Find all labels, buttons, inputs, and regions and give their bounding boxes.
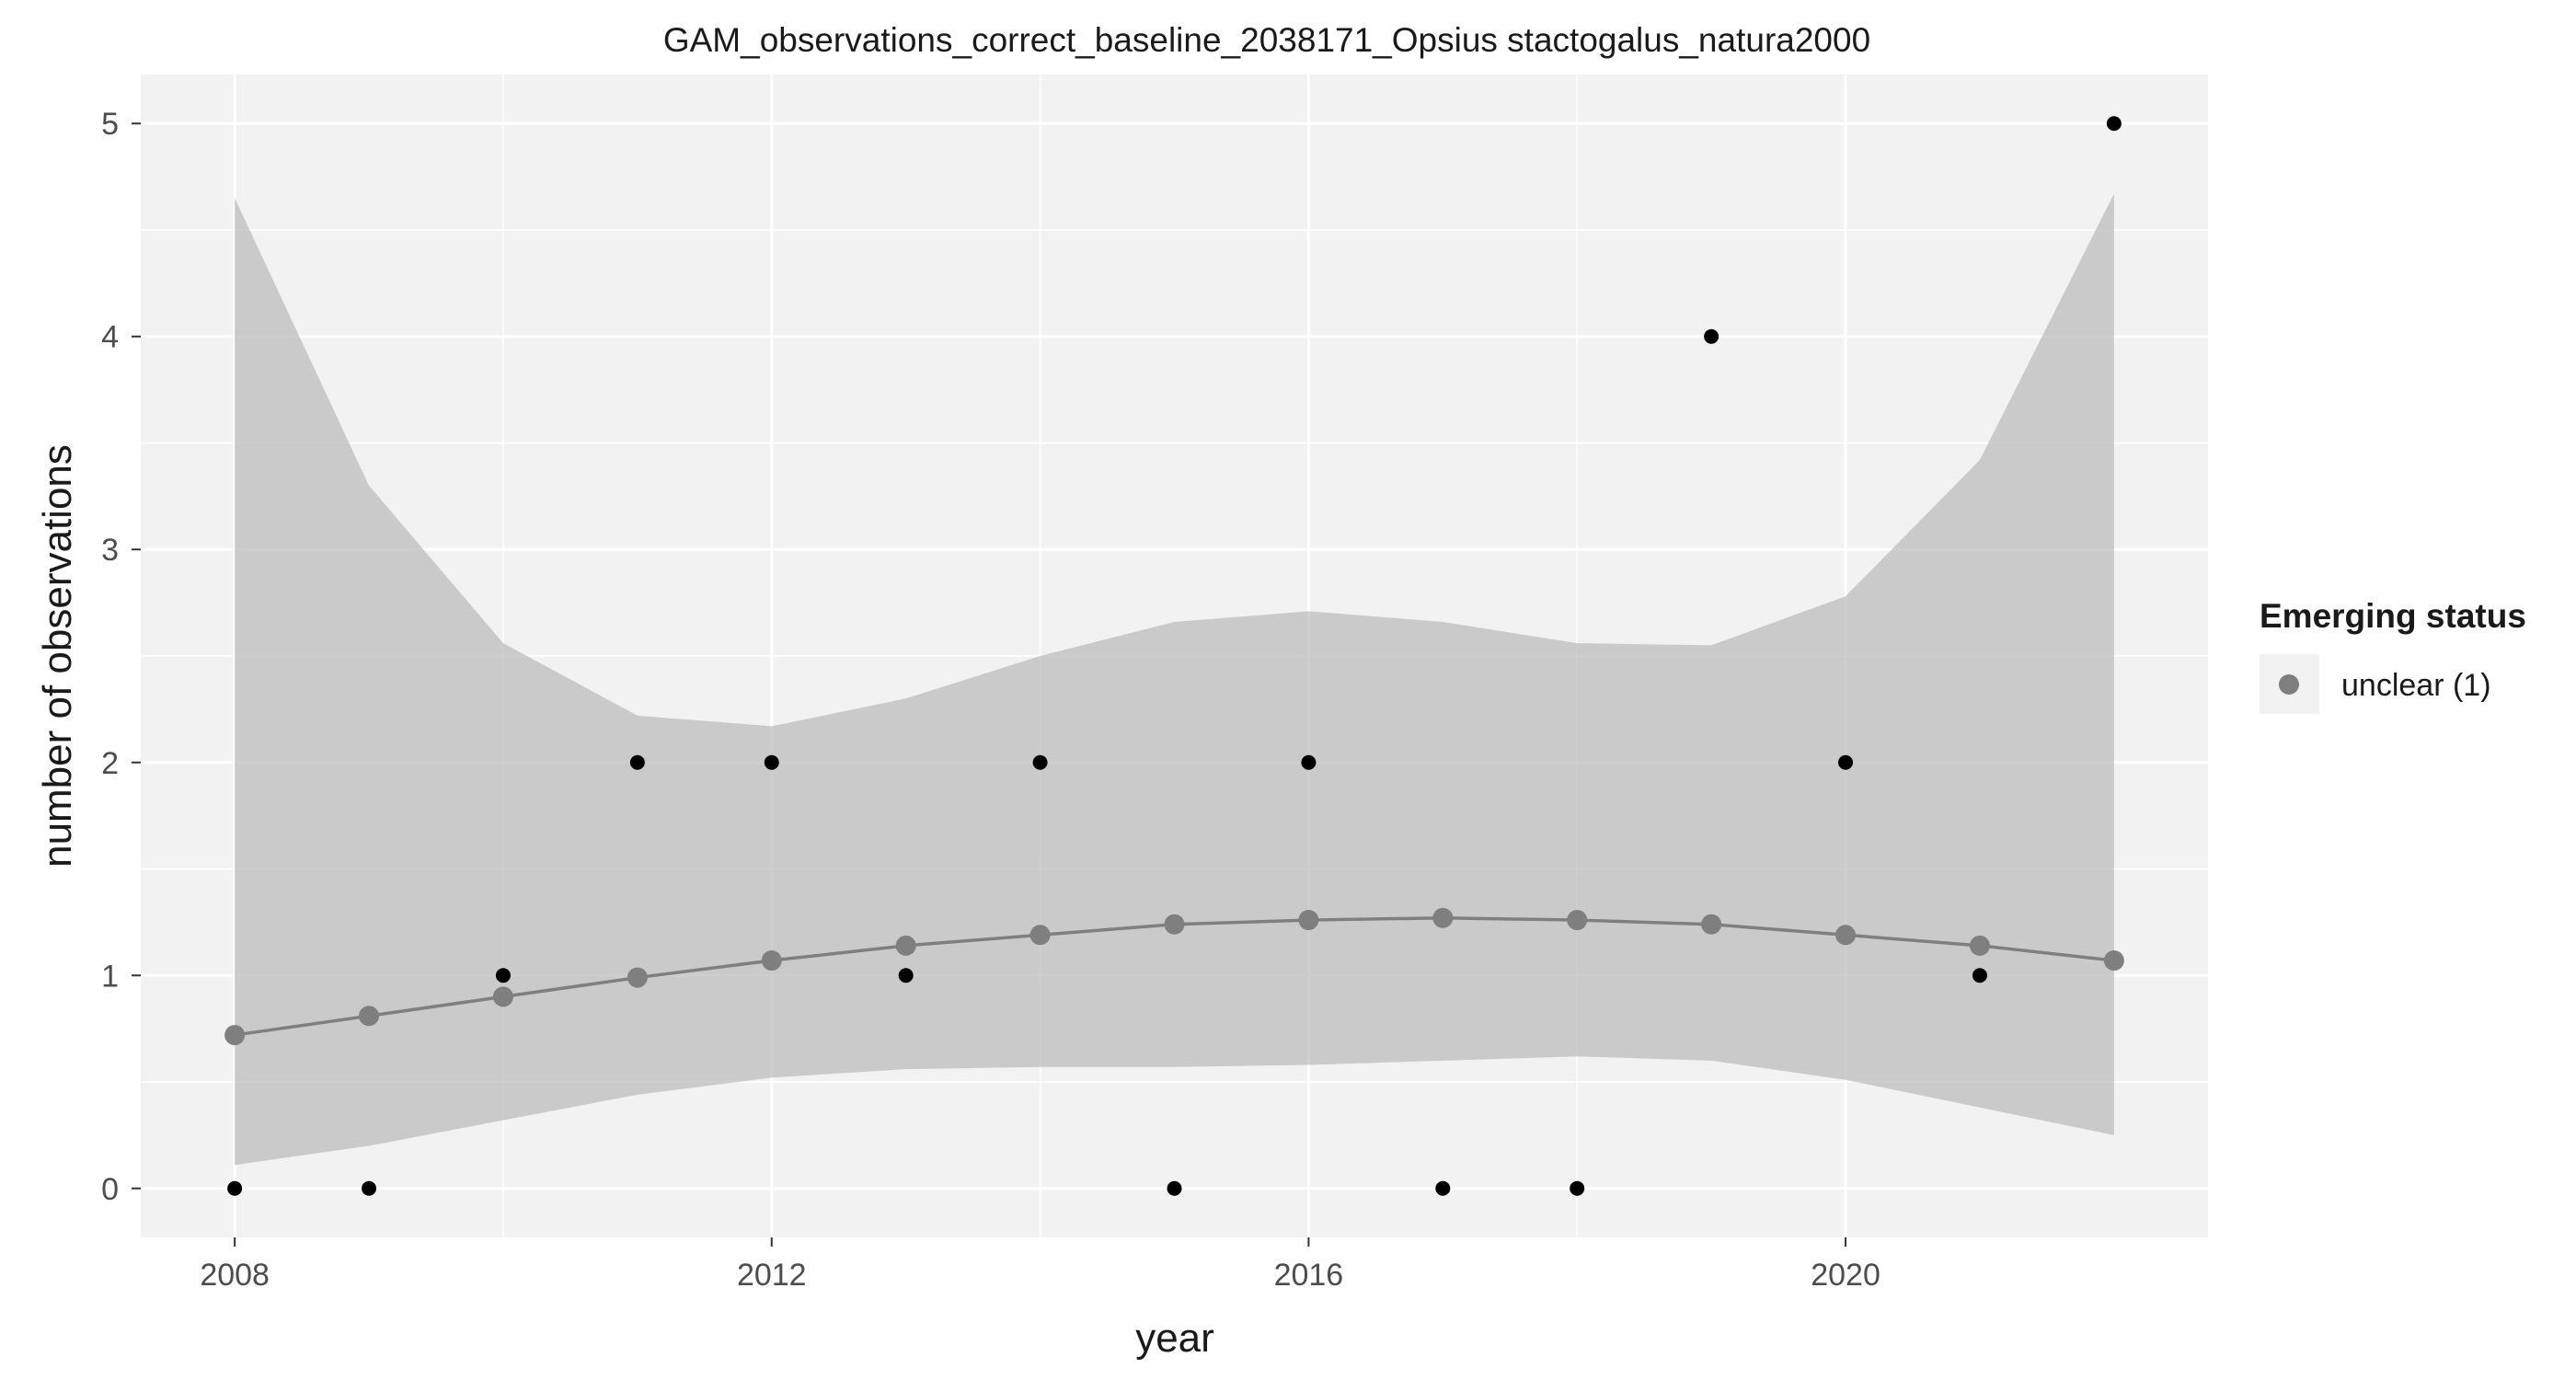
fitted-point — [627, 967, 648, 988]
y-tick-label: 2 — [101, 746, 119, 781]
y-axis-title: number of observations — [35, 444, 80, 868]
observed-point — [1301, 754, 1317, 770]
legend: Emerging status unclear (1) — [2260, 597, 2526, 714]
x-axis-title: year — [1135, 1316, 1214, 1361]
x-tick-label: 2020 — [1811, 1258, 1880, 1293]
observed-point — [1972, 968, 1987, 983]
observed-point — [1838, 754, 1854, 770]
y-tick-label: 3 — [101, 533, 119, 568]
legend-title: Emerging status — [2260, 597, 2526, 635]
fitted-point — [895, 935, 916, 956]
x-tick-label: 2008 — [200, 1258, 270, 1293]
observed-point — [2106, 116, 2122, 132]
fitted-point — [1969, 935, 1990, 956]
observed-point — [227, 1180, 243, 1196]
x-tick-label: 2016 — [1274, 1258, 1344, 1293]
observed-point — [1570, 1180, 1585, 1196]
observed-point — [1704, 328, 1719, 344]
observed-point — [1167, 1180, 1182, 1196]
fitted-point — [1164, 914, 1185, 935]
observed-point — [362, 1180, 377, 1196]
y-tick-label: 5 — [101, 107, 119, 142]
fitted-point — [2103, 950, 2124, 972]
legend-label-unclear: unclear (1) — [2341, 668, 2491, 703]
observed-point — [1032, 754, 1048, 770]
fitted-point — [224, 1025, 246, 1046]
fitted-point — [1029, 925, 1051, 946]
fitted-line-layer — [224, 907, 2124, 1046]
observed-point — [495, 968, 511, 983]
fitted-point — [1567, 910, 1588, 931]
observed-point — [629, 754, 645, 770]
y-tick-label: 1 — [101, 959, 119, 994]
legend-key-unclear — [2279, 674, 2299, 695]
y-tick-label: 0 — [101, 1172, 119, 1207]
fitted-point — [761, 950, 782, 972]
chart-title: GAM_observations_correct_baseline_203817… — [663, 21, 1870, 59]
observed-point — [764, 754, 779, 770]
fitted-point — [1298, 910, 1319, 931]
fitted-point — [1701, 914, 1722, 935]
axes: 2008 2012 2016 2020 0 1 2 3 4 5 — [101, 107, 1880, 1293]
fitted-point — [359, 1006, 380, 1027]
points-layer — [227, 116, 2122, 1196]
x-tick-label: 2012 — [737, 1258, 807, 1293]
fitted-point — [492, 986, 513, 1007]
observed-point — [1435, 1180, 1451, 1196]
observed-point — [898, 968, 914, 983]
fitted-point — [1432, 907, 1454, 928]
y-tick-label: 4 — [101, 320, 119, 355]
fitted-point — [1835, 925, 1857, 946]
